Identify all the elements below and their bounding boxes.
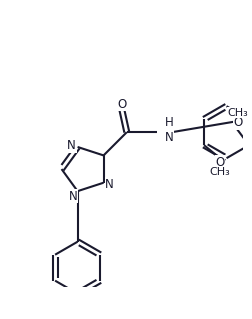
Text: O: O <box>233 116 242 129</box>
Text: N: N <box>67 139 76 152</box>
Text: N: N <box>105 178 114 190</box>
Text: O: O <box>117 98 127 111</box>
Text: O: O <box>215 156 225 169</box>
Text: CH₃: CH₃ <box>210 167 231 177</box>
Text: N: N <box>69 189 78 203</box>
Text: CH₃: CH₃ <box>228 108 248 118</box>
Text: H
N: H N <box>165 116 173 144</box>
